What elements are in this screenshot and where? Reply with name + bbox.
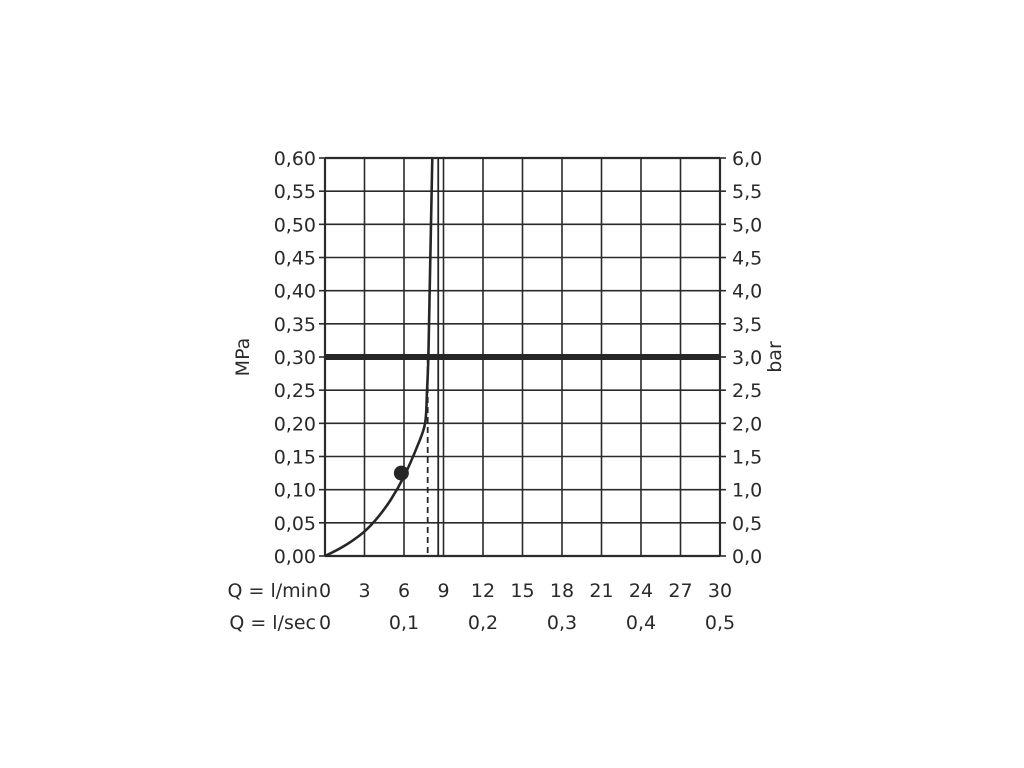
x-lmin-tick-label: 30 (708, 580, 732, 602)
y-right-tick-labels: 0,0 0,5 1,0 1,5 2,0 2,5 3,0 3,5 4,0 4,5 5,0 5,5 6,0 (732, 148, 762, 568)
y-right-tick-label: 1,5 (732, 447, 762, 469)
y-right-tick-label: 5,5 (732, 181, 762, 203)
y-left-tick-label: 0,35 (274, 314, 316, 336)
y-right-tick-label: 0,0 (732, 546, 762, 568)
y-left-tick-label: 0,50 (274, 214, 316, 236)
y-right-tick-label: 6,0 (732, 148, 762, 170)
y-left-tick-label: 0,00 (274, 546, 316, 568)
y-right-tick-label: 4,0 (732, 281, 762, 303)
x-lmin-tick-label: 21 (589, 580, 613, 602)
x-lmin-tick-label: 0 (319, 580, 331, 602)
x-lsec-tick-label: 0,4 (626, 612, 656, 634)
y-left-tick-label: 0,20 (274, 413, 316, 435)
y-right-tick-label: 5,0 (732, 214, 762, 236)
y-left-tick-label: 0,60 (274, 148, 316, 170)
y-left-tick-label: 0,10 (274, 480, 316, 502)
y-right-tick-label: 3,5 (732, 314, 762, 336)
operating-point-marker (393, 465, 409, 481)
x-lmin-tick-label: 9 (437, 580, 449, 602)
y-right-tick-label: 2,0 (732, 413, 762, 435)
x-lsec-tick-label: 0,3 (547, 612, 577, 634)
x-primary-label: Q = l/min (228, 580, 318, 602)
x-lmin-tick-label: 24 (629, 580, 653, 602)
x-lsec-tick-label: 0,1 (389, 612, 419, 634)
x-lmin-tick-label: 6 (398, 580, 410, 602)
x-secondary-label: Q = l/sec (229, 612, 316, 634)
y-left-tick-label: 0,05 (274, 513, 316, 535)
y-right-tick-label: 4,5 (732, 248, 762, 270)
y-left-tick-label: 0,55 (274, 181, 316, 203)
flow-curve (324, 157, 434, 558)
y-right-axis-label: bar (764, 341, 786, 373)
series-layer (324, 157, 434, 558)
y-right-tick-label: 1,0 (732, 480, 762, 502)
y-right-tick-label: 2,5 (732, 380, 762, 402)
x-lmin-tick-label: 3 (358, 580, 370, 602)
y-left-tick-labels: 0,00 0,05 0,10 0,15 0,20 0,25 0,30 0,35 0,40 0,45… (274, 148, 316, 568)
y-right-tick-label: 0,5 (732, 513, 762, 535)
x-lmin-tick-label: 15 (510, 580, 534, 602)
y-left-tick-label: 0,30 (274, 347, 316, 369)
y-left-tick-label: 0,45 (274, 248, 316, 270)
x-lmin-tick-label: 27 (668, 580, 692, 602)
y-left-tick-label: 0,15 (274, 447, 316, 469)
x-lsec-tick-label: 0,2 (468, 612, 498, 634)
y-right-tick-label: 3,0 (732, 347, 762, 369)
x-lmin-tick-label: 12 (471, 580, 495, 602)
y-left-axis-label: MPa (232, 338, 254, 377)
x-lsec-tick-label: 0 (319, 612, 331, 634)
y-left-tick-label: 0,40 (274, 281, 316, 303)
x-lmin-tick-label: 18 (550, 580, 574, 602)
x-lsec-tick-labels: 0 0,1 0,2 0,3 0,4 0,5 (319, 612, 735, 634)
x-lmin-tick-labels: 0 3 6 9 12 15 18 21 24 27 30 (319, 580, 732, 602)
x-lsec-tick-label: 0,5 (705, 612, 735, 634)
y-left-tick-label: 0,25 (274, 380, 316, 402)
